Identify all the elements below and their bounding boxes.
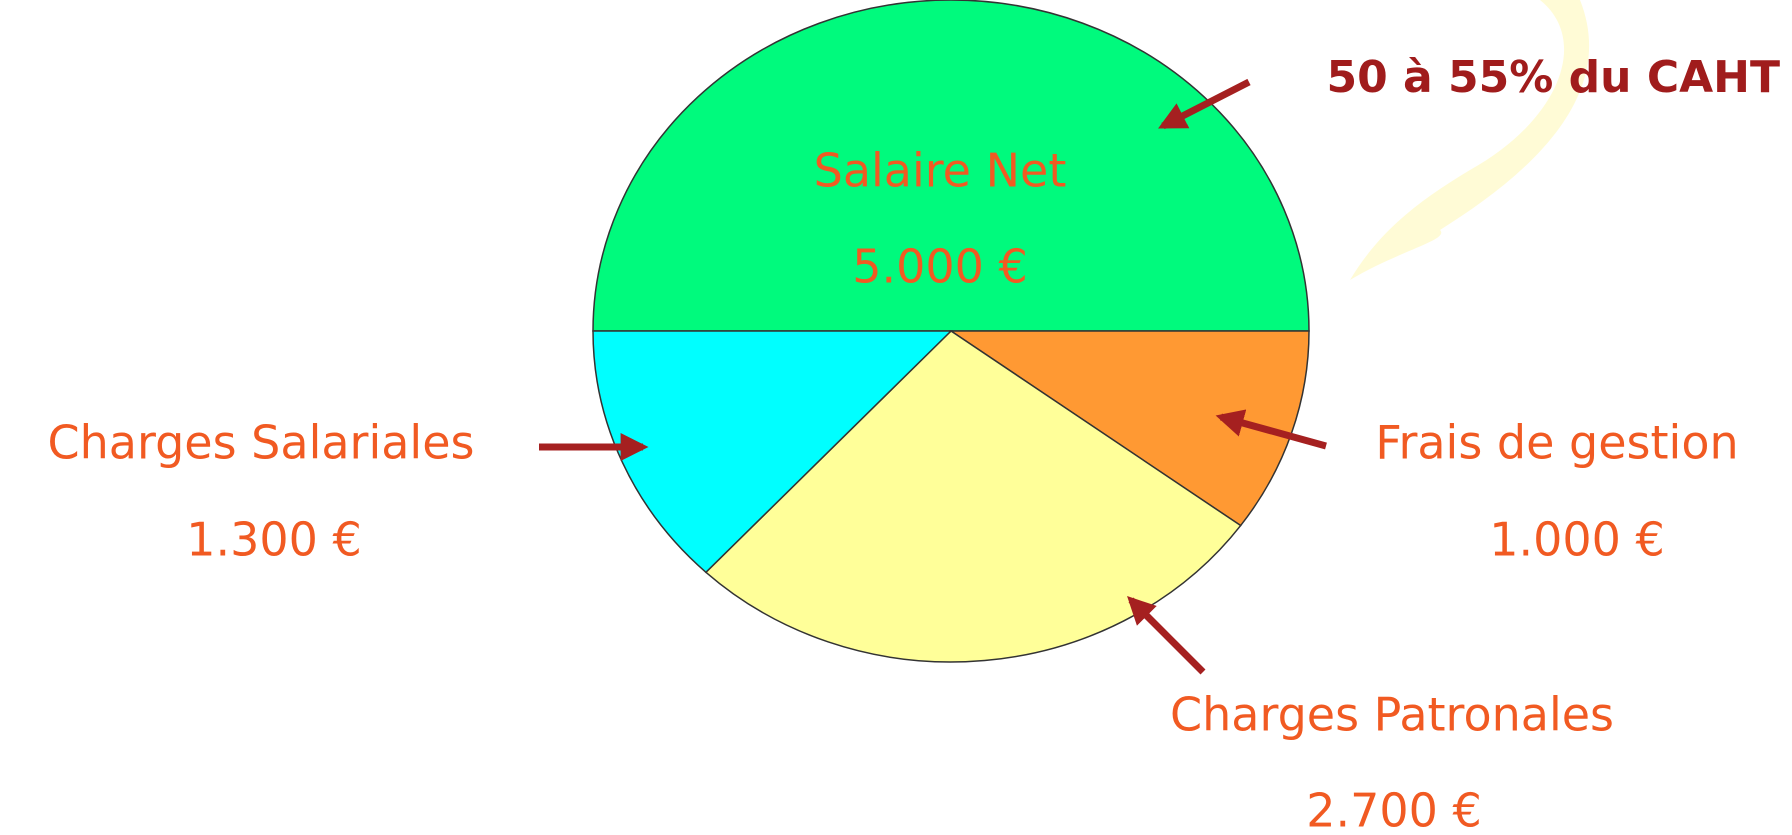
value-label: 5.000 € xyxy=(852,240,1028,294)
value-label: 2.700 € xyxy=(1306,784,1482,835)
pie xyxy=(593,0,1309,662)
decoration xyxy=(1350,0,1589,280)
value-label: 1.000 € xyxy=(1489,513,1665,567)
slice-label: Charges Salariales xyxy=(48,416,475,470)
chart: 50 à 55% du CAHT Salaire Net 5.000 € Frais… xyxy=(0,0,1792,835)
slice-label: Frais de gestion xyxy=(1375,416,1738,470)
value-label: 1.300 € xyxy=(186,513,362,567)
arrow xyxy=(1131,600,1203,672)
slice-label: Charges Patronales xyxy=(1170,688,1614,742)
slice-label: Salaire Net xyxy=(814,144,1067,198)
annotation: 50 à 55% du CAHT xyxy=(1326,52,1780,103)
